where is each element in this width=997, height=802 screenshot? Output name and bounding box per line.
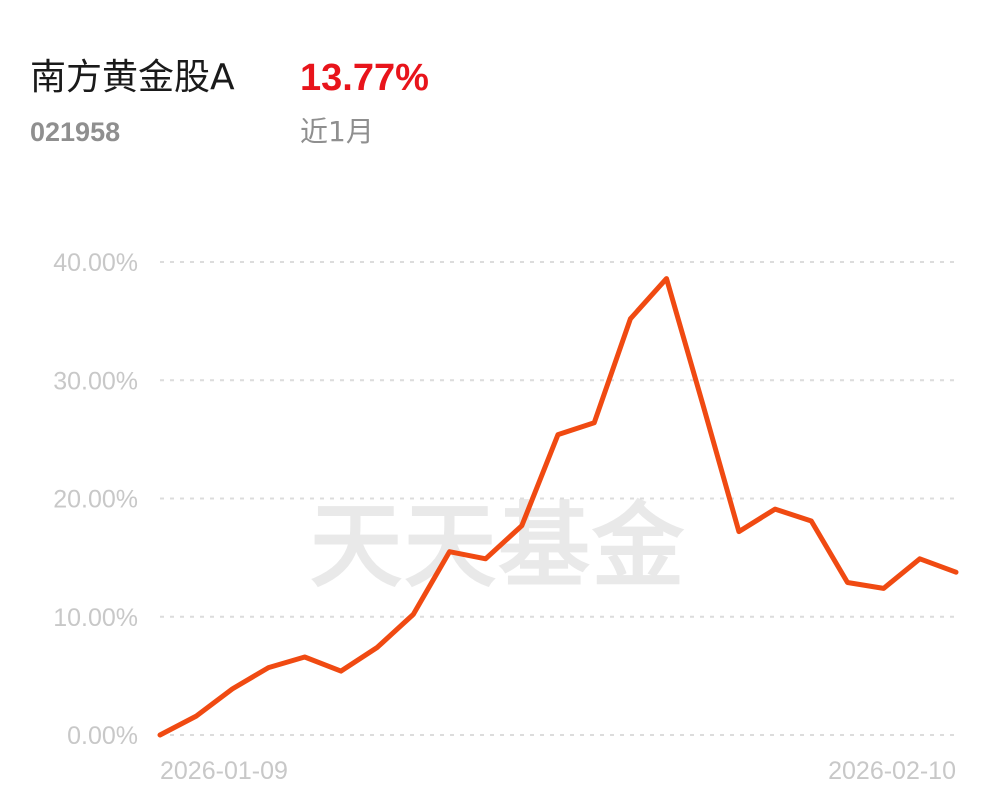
data-point (701, 402, 705, 406)
data-point (448, 550, 451, 554)
data-point (375, 646, 379, 649)
series-layer (157, 276, 959, 738)
y-axis-ticks: 0.00% 10.00% 20.00% 30.00% 40.00% (53, 249, 138, 750)
y-tick-label: 40.00% (53, 249, 138, 277)
x-tick-end: 2026-02-10 (828, 757, 956, 785)
data-point (484, 557, 488, 561)
data-point (411, 612, 415, 616)
data-point (267, 666, 270, 670)
y-tick-label: 10.00% (53, 604, 138, 632)
fund-header: 南方黄金股A 13.77% 021958 近1月 (30, 52, 970, 162)
data-point (158, 733, 162, 737)
data-point (954, 570, 958, 574)
data-point (230, 687, 234, 691)
data-point (773, 507, 777, 511)
data-point (846, 581, 849, 584)
fund-name: 南方黄金股A (30, 57, 235, 98)
data-point (556, 433, 560, 437)
data-point (665, 277, 668, 281)
y-tick-label: 20.00% (53, 486, 138, 514)
fund-code: 021958 (30, 117, 121, 147)
data-point (520, 524, 524, 528)
data-point (882, 586, 886, 590)
data-point (339, 669, 343, 673)
data-point (628, 317, 632, 321)
data-point (918, 557, 922, 561)
y-tick-label: 0.00% (67, 722, 138, 750)
data-point (194, 714, 198, 718)
data-point (592, 421, 596, 425)
grid-lines (160, 261, 956, 736)
data-point (809, 519, 813, 523)
data-point (303, 655, 307, 659)
y-tick-label: 30.00% (53, 367, 138, 395)
data-point (737, 530, 741, 534)
period-return-value: 13.77% (300, 57, 429, 99)
x-tick-start: 2026-01-09 (160, 757, 288, 785)
period-label[interactable]: 近1月 (300, 115, 374, 148)
